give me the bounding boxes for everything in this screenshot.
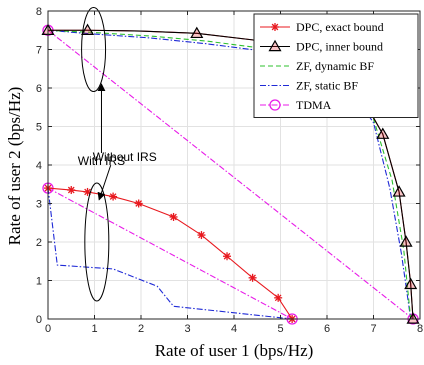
legend-entry-zf-dynamic-bf: ZF, dynamic BF: [260, 59, 374, 73]
legend-entry-dpc-exact-bound: DPC, exact bound: [260, 20, 384, 34]
y-tick-label: 8: [36, 6, 42, 18]
triangle-shape: [406, 312, 420, 324]
y-tick-label: 4: [36, 160, 42, 172]
triangle-shape: [80, 23, 95, 35]
triangle-shape: [404, 277, 418, 290]
point-dpc-inner-bound: [80, 23, 95, 35]
point-dpc-exact-bound: [134, 199, 143, 208]
curve-tdma-0: [47, 29, 414, 320]
point-dpc-exact-bound: [67, 186, 76, 195]
point-dpc-exact-bound: [274, 293, 283, 302]
legend-label: ZF, static BF: [296, 79, 358, 93]
point-dpc-exact-bound: [109, 192, 118, 201]
x-axis-label: Rate of user 1 (bps/Hz): [155, 341, 314, 360]
x-tick-label: 0: [45, 323, 51, 335]
y-tick-label: 6: [36, 83, 42, 95]
legend-swatch-marker: [269, 99, 281, 111]
point-dpc-inner-bound: [392, 185, 406, 197]
x-tick-label: 7: [370, 323, 376, 335]
point-dpc-inner-bound: [376, 127, 390, 139]
legend-swatch-marker: [268, 39, 282, 52]
legend-label: DPC, inner bound: [296, 40, 383, 54]
x-tick-label: 8: [417, 323, 423, 335]
x-tick-label: 2: [138, 323, 144, 335]
point-dpc-inner-bound: [190, 26, 204, 39]
x-tick-label: 4: [231, 323, 237, 335]
legend-label: DPC, exact bound: [296, 20, 384, 34]
point-dpc-exact-bound: [223, 252, 232, 261]
legend-entry-zf-static-bf: ZF, static BF: [260, 79, 358, 93]
axes: 0 1 2 3 4 5 6 7 8 0 1 2 3 4 5 6 7 8: [36, 6, 423, 335]
point-dpc-inner-bound: [399, 235, 413, 247]
y-axis-label: Rate of user 2 (bps/Hz): [5, 87, 24, 246]
x-tick-label: 1: [91, 323, 97, 335]
legend-label: ZF, dynamic BF: [296, 59, 374, 73]
annotation-with-irs: With IRS: [78, 154, 125, 168]
legend-box: [253, 13, 419, 118]
y-tick-label: 1: [36, 276, 42, 288]
point-dpc-inner-bound: [404, 277, 418, 290]
legend-label: TDMA: [296, 98, 332, 112]
point-dpc-exact-bound: [169, 212, 178, 221]
x-tick-label: 3: [184, 323, 190, 335]
arrow-without-irs: [97, 164, 112, 201]
ellipse-without-irs: [84, 182, 110, 302]
triangle-shape: [392, 185, 406, 197]
annotation-without-irs: Without IRS: [93, 150, 157, 164]
circle-shape: [269, 99, 281, 111]
triangle-shape: [376, 127, 390, 139]
legend-entry-dpc-inner-bound: DPC, inner bound: [260, 40, 383, 54]
triangle-shape: [190, 26, 204, 39]
y-tick-label: 5: [36, 122, 42, 134]
ellipse-with-irs: [81, 7, 107, 92]
legend-entry-tdma: TDMA: [260, 98, 332, 112]
curve-zf-static-bf-1: [47, 188, 293, 320]
y-tick-label: 2: [36, 237, 42, 249]
triangle-shape: [399, 235, 413, 247]
point-dpc-exact-bound: [248, 273, 257, 282]
y-tick-label: 0: [36, 314, 42, 326]
curve-tdma-1: [47, 187, 293, 320]
y-tick-label: 3: [36, 199, 42, 211]
triangle-shape: [268, 39, 282, 52]
legend: DPC, exact bound DPC, inner bound ZF, dyna…: [253, 13, 419, 118]
y-tick-label: 7: [36, 45, 42, 57]
x-tick-label: 5: [277, 323, 283, 335]
x-tick-label: 6: [324, 323, 330, 335]
legend-swatch-marker: [271, 23, 279, 31]
point-dpc-inner-bound: [406, 312, 420, 324]
point-dpc-exact-bound: [197, 231, 206, 240]
